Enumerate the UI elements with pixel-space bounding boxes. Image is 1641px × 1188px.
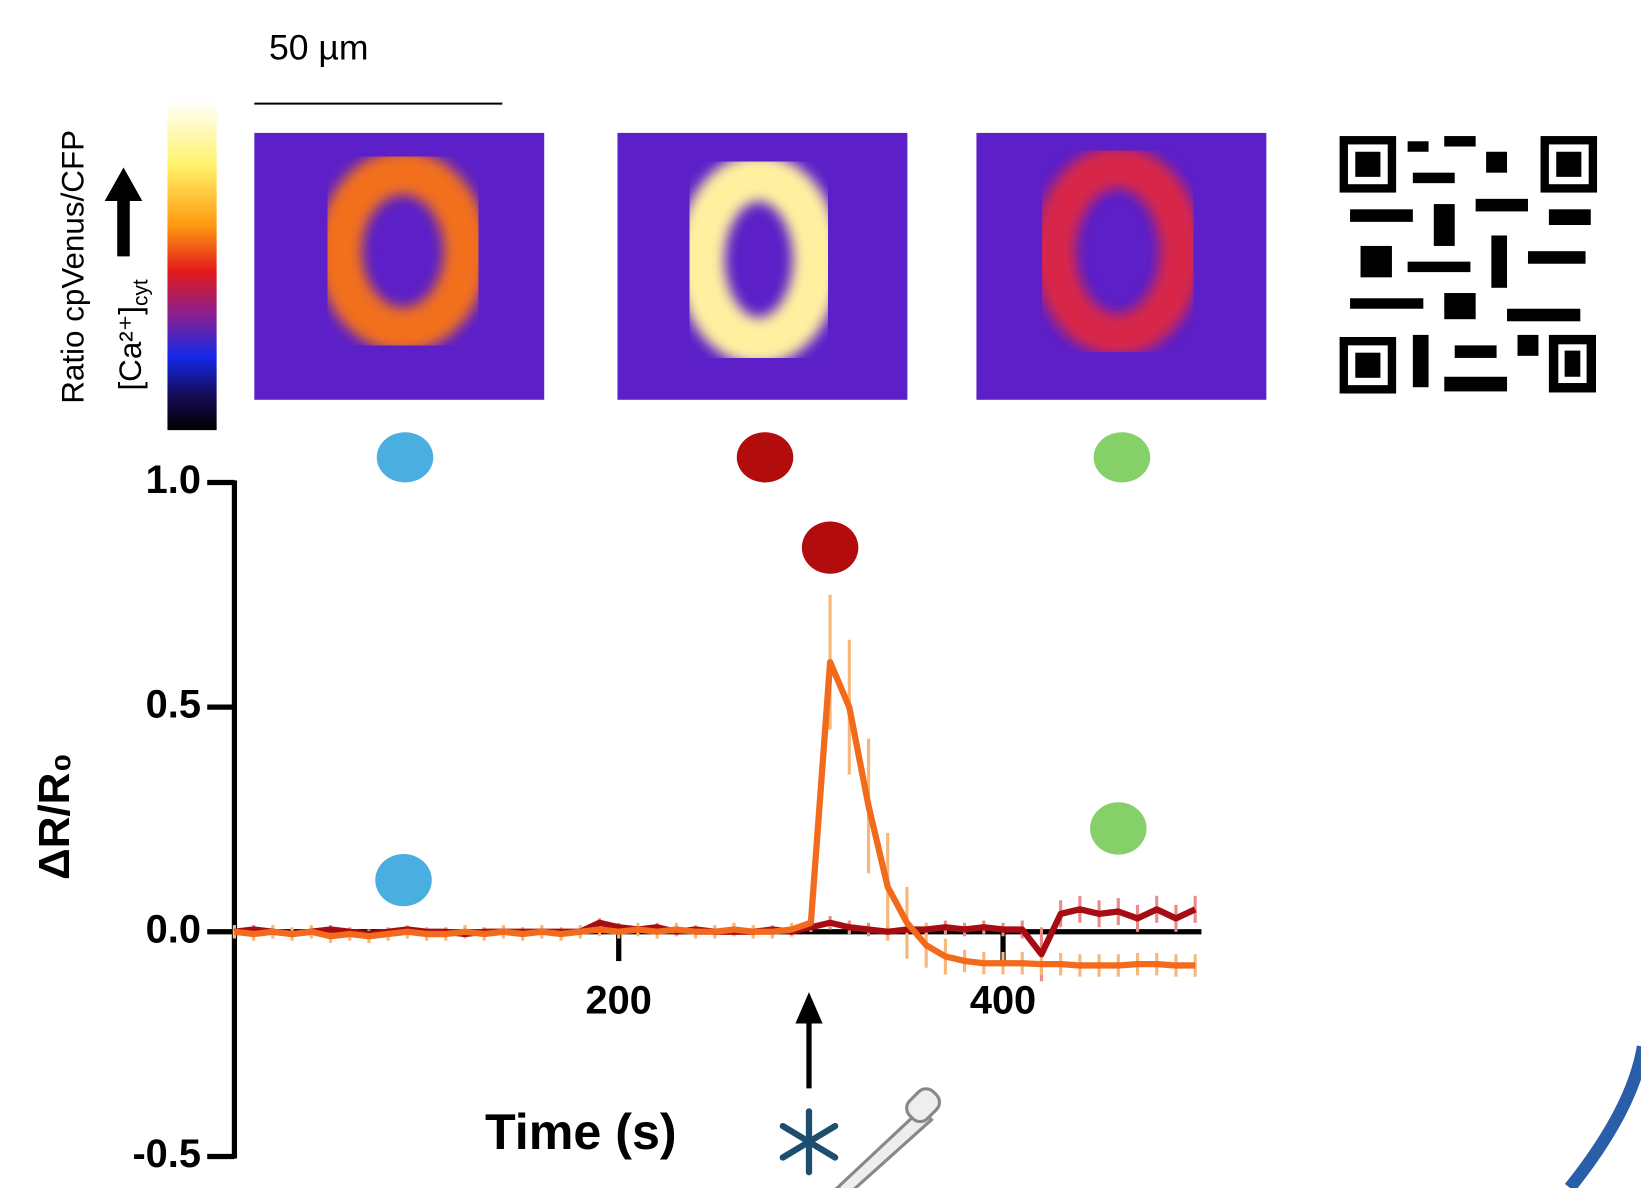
corner-arc xyxy=(1564,1045,1641,1188)
x-tick-label: 200 xyxy=(586,978,652,1022)
snowflake-icon xyxy=(779,1108,839,1176)
stimulus-arrowhead xyxy=(795,992,823,1024)
ion-label: [Ca²⁺] xyxy=(113,306,148,391)
figure-content: 50 µm Ratio cpVenus/CFP [Ca²⁺]cyt xyxy=(30,28,1641,1188)
image-dot xyxy=(736,432,794,483)
colorbar-label: Ratio cpVenus/CFP xyxy=(56,130,91,404)
ion-subscript: cyt xyxy=(129,279,152,306)
colorbar-sublabel: [Ca²⁺]cyt xyxy=(113,279,152,390)
image-dot xyxy=(1093,432,1151,483)
image-dot xyxy=(376,432,434,483)
x-axis-label: Time (s) xyxy=(485,1104,677,1160)
micrograph xyxy=(976,132,1267,400)
data-line xyxy=(234,659,1196,969)
colorbar xyxy=(167,99,217,431)
micrograph xyxy=(254,132,545,400)
x-tick-label: 400 xyxy=(970,978,1036,1022)
y-tick-label: 1.0 xyxy=(146,458,201,502)
time-marker xyxy=(375,853,432,907)
time-marker xyxy=(801,521,859,574)
qr-code xyxy=(1336,132,1601,397)
colorbar-arrowhead xyxy=(104,167,143,201)
scale-bar-label: 50 µm xyxy=(269,28,369,68)
time-marker xyxy=(1090,802,1147,855)
y-tick-label: 0.5 xyxy=(146,683,201,727)
y-tick-label: -0.5 xyxy=(132,1132,201,1176)
y-tick-label: 0.0 xyxy=(146,907,201,951)
micrograph xyxy=(617,132,908,400)
pipette-icon xyxy=(834,1087,942,1188)
y-axis-label: ΔR/R₀ xyxy=(30,753,79,880)
